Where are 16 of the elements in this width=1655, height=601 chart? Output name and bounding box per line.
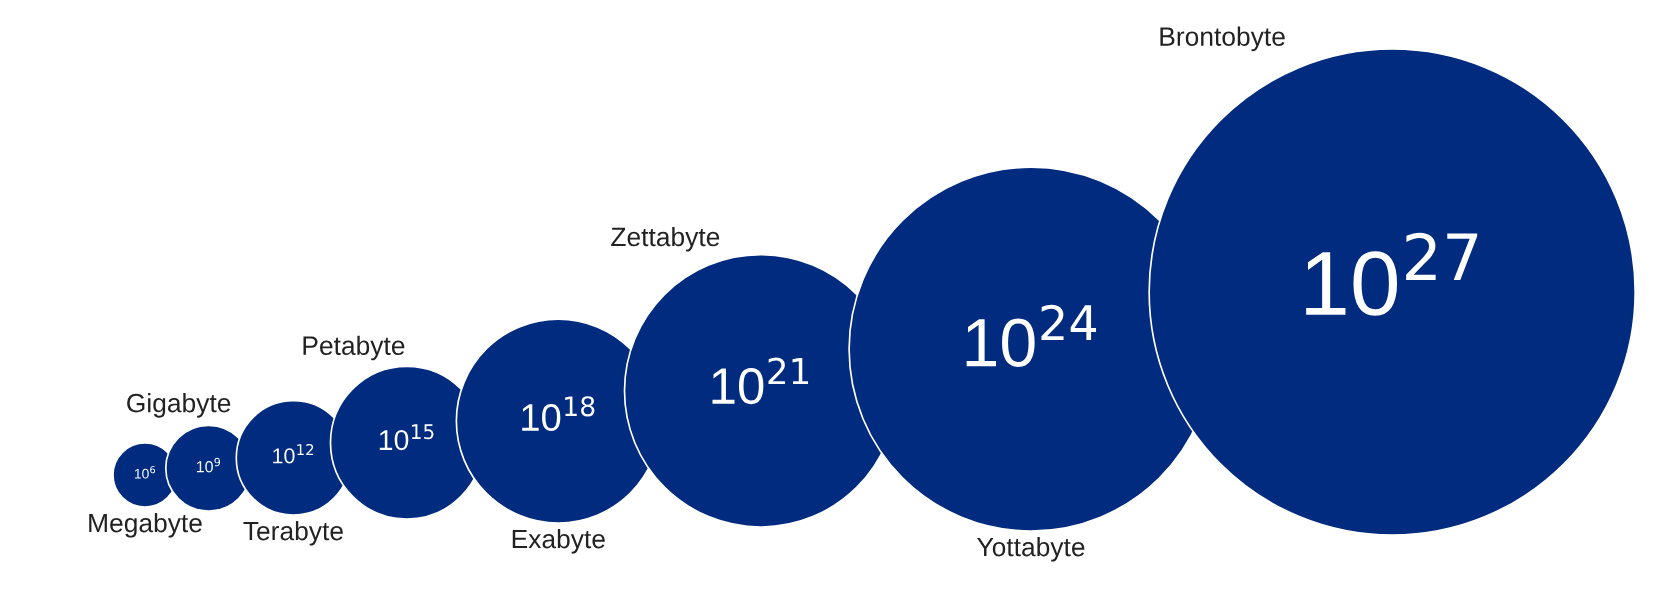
category-label: Petabyte xyxy=(303,335,405,361)
data-label: 10$^{18}$ xyxy=(522,396,595,432)
category-label: Megabyte xyxy=(89,513,202,538)
category-label: Zettabyte xyxy=(611,226,720,252)
data-label: 10$^{24}$ xyxy=(966,304,1097,367)
category-label: Brontobyte xyxy=(1160,26,1285,52)
data-label: 10$^{12}$ xyxy=(273,443,314,464)
data-label: 10$^{27}$ xyxy=(1306,232,1478,316)
category-label: Yottabyte xyxy=(977,537,1085,562)
category-label: Gigabyte xyxy=(127,393,231,418)
data-label: 10$^{21}$ xyxy=(712,357,809,405)
category-label: Exabyte xyxy=(512,529,605,554)
category-label: Terabyte xyxy=(243,521,343,546)
data-label: 10$^{9}$ xyxy=(196,457,221,473)
data-label: 10$^{15}$ xyxy=(379,424,434,451)
data-label: 10$^{6}$ xyxy=(134,465,156,479)
